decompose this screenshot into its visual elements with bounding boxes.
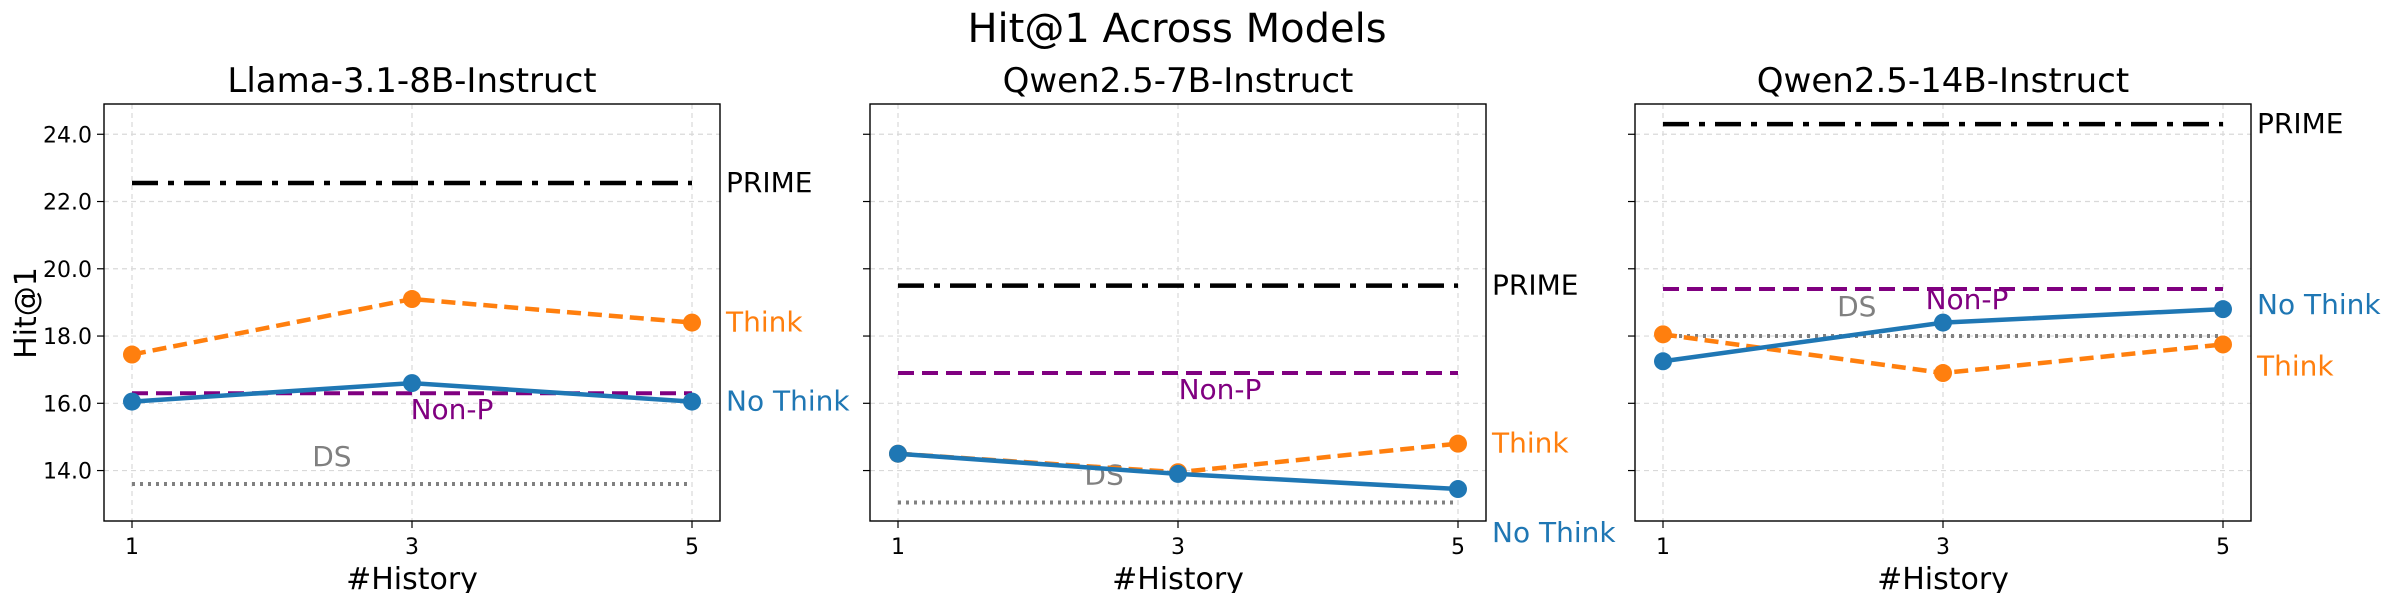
- y-tick-label: 20.0: [43, 258, 92, 283]
- data-point: [683, 392, 701, 411]
- line-label: No Think: [1492, 516, 1616, 549]
- data-point: [2214, 335, 2232, 354]
- x-axis-label: #History: [346, 562, 478, 593]
- line-label: Think: [2256, 349, 2334, 382]
- data-point: [889, 444, 907, 463]
- data-point: [123, 392, 141, 411]
- data-point: [1449, 434, 1467, 453]
- line-label: Think: [1491, 427, 1569, 460]
- figure-title: Hit@1 Across Models: [967, 6, 1386, 52]
- y-tick-label: 14.0: [43, 460, 92, 485]
- x-axis-label: #History: [1877, 562, 2009, 593]
- line-label: DS: [1084, 459, 1123, 492]
- panel-1: 14.0 16.0 18.0 20.0 22.0 24.0 1 3 5 #History Llama…: [43, 61, 850, 597]
- x-tick-label: 5: [685, 535, 699, 560]
- data-point: [2214, 300, 2232, 319]
- panel-3: 1 3 5 #History Qwen2.5-14B-Instruct PRIME Non-…: [1628, 61, 2381, 597]
- plot-frame: [103, 103, 721, 522]
- plot-frame: [869, 103, 1487, 522]
- x-tick-label: 3: [1171, 535, 1185, 560]
- y-axis-label: Hit@1: [9, 267, 44, 359]
- data-point: [403, 290, 421, 309]
- line-label: PRIME: [726, 166, 812, 199]
- x-tick-label: 1: [1656, 535, 1670, 560]
- data-point: [1654, 325, 1672, 344]
- panel-title: Qwen2.5-7B-Instruct: [1003, 61, 1354, 101]
- x-axis-label: #History: [1112, 562, 1244, 593]
- data-point: [1934, 313, 1952, 332]
- data-point: [683, 313, 701, 332]
- plot-frame: [1634, 103, 2252, 522]
- data-point: [1169, 464, 1187, 483]
- y-tick-label: 22.0: [43, 191, 92, 216]
- data-point: [1449, 480, 1467, 499]
- x-tick-label: 5: [1451, 535, 1465, 560]
- x-tick-label: 5: [2216, 535, 2230, 560]
- x-tick-label: 3: [405, 535, 419, 560]
- line-label: Non-P: [1926, 283, 2009, 316]
- line-label: PRIME: [2257, 107, 2343, 140]
- y-tick-label: 24.0: [43, 123, 92, 148]
- data-point: [123, 345, 141, 364]
- line-label: DS: [1837, 290, 1876, 323]
- y-tick-label: 18.0: [43, 325, 92, 350]
- line-label: Think: [725, 306, 803, 339]
- x-tick-label: 1: [891, 535, 905, 560]
- data-point: [1654, 352, 1672, 371]
- line-label: Non-P: [411, 393, 494, 426]
- x-tick-label: 1: [125, 535, 139, 560]
- data-point: [403, 374, 421, 393]
- line-label: No Think: [726, 385, 850, 418]
- line-label: PRIME: [1492, 269, 1578, 302]
- panel-2: 1 3 5 #History Qwen2.5-7B-Instruct PRIME Non-P…: [863, 61, 1616, 597]
- data-point: [1934, 364, 1952, 383]
- panel-title: Qwen2.5-14B-Instruct: [1757, 61, 2129, 101]
- x-tick-label: 3: [1936, 535, 1950, 560]
- line-label: Non-P: [1179, 373, 1262, 406]
- line-label: DS: [312, 440, 351, 473]
- panels: 14.0 16.0 18.0 20.0 22.0 24.0 1 3 5 #History Llama…: [43, 61, 2381, 597]
- line-label: No Think: [2257, 288, 2381, 321]
- y-tick-label: 16.0: [43, 392, 92, 417]
- panel-title: Llama-3.1-8B-Instruct: [227, 61, 596, 101]
